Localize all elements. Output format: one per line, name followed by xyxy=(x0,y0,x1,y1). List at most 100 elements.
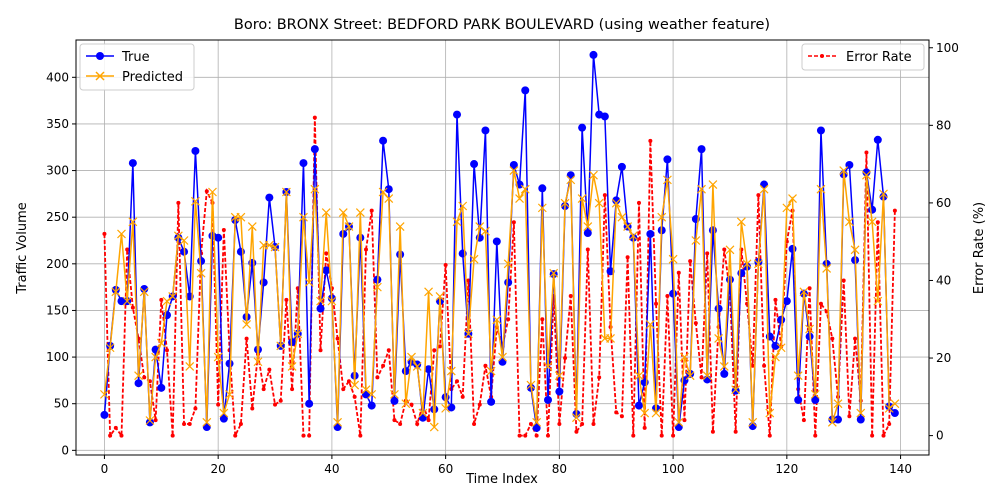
error-rate-point xyxy=(432,348,437,353)
error-rate-point xyxy=(164,348,169,353)
error-rate-point xyxy=(807,286,812,291)
error-rate-point xyxy=(108,433,113,438)
error-rate-point xyxy=(767,433,772,438)
true-point xyxy=(555,387,564,396)
true-point xyxy=(418,413,427,422)
predicted-point xyxy=(827,417,837,427)
y2-axis-label: Error Rate (%) xyxy=(972,202,987,294)
true-point xyxy=(731,386,740,395)
predicted-point xyxy=(156,338,166,348)
error-rate-point xyxy=(648,138,653,143)
error-rate-point xyxy=(585,247,590,252)
true-point xyxy=(834,415,843,424)
error-rate-point xyxy=(625,255,630,260)
y-tick-label: 50 xyxy=(54,397,69,411)
true-point xyxy=(583,229,592,238)
predicted-point xyxy=(583,222,593,231)
y2-tick-label: 80 xyxy=(936,118,951,132)
error-rate-point xyxy=(483,363,488,368)
true-point xyxy=(470,160,479,169)
predicted-point xyxy=(788,194,797,203)
true-point xyxy=(424,365,433,374)
error-rate-point xyxy=(557,421,562,426)
predicted-point xyxy=(776,343,786,353)
error-rate-point xyxy=(460,394,465,399)
error-rate-point xyxy=(466,278,471,283)
error-rate-point xyxy=(693,321,698,326)
predicted-point xyxy=(151,352,161,362)
error-rate-point xyxy=(750,363,755,368)
predicted-point xyxy=(543,361,553,371)
error-rate-point xyxy=(887,421,892,426)
y-tick-label: 100 xyxy=(46,350,69,364)
error-rate-point xyxy=(153,418,158,423)
error-rate-point xyxy=(341,387,346,392)
true-point xyxy=(669,289,678,298)
error-rate-point xyxy=(113,425,118,430)
error-rate-point xyxy=(398,421,403,426)
predicted-point xyxy=(247,222,257,231)
true-point xyxy=(765,332,774,341)
error-rate-point xyxy=(892,208,897,213)
true-point xyxy=(401,367,410,376)
predicted-point xyxy=(344,222,354,231)
predicted-point xyxy=(873,296,883,306)
x-tick-label: 0 xyxy=(101,462,109,476)
predicted-point xyxy=(640,408,650,418)
true-point xyxy=(100,410,109,419)
error-rate-point xyxy=(119,433,124,438)
predicted-point xyxy=(765,408,775,418)
predicted-point xyxy=(736,217,746,227)
predicted-point xyxy=(839,166,849,175)
true-point xyxy=(646,229,655,238)
y-tick-label: 0 xyxy=(61,443,69,457)
y-tick-label: 200 xyxy=(46,257,69,271)
predicted-point xyxy=(833,399,843,409)
predicted-point xyxy=(139,287,149,297)
predicted-point xyxy=(162,296,172,306)
predicted-point xyxy=(190,196,200,206)
legend-right: Error Rate xyxy=(801,43,925,71)
error-rate-point xyxy=(278,398,283,403)
error-rate-point xyxy=(426,418,431,423)
predicted-point xyxy=(281,187,291,197)
predicted-point xyxy=(128,217,138,227)
predicted-point xyxy=(503,259,513,269)
predicted-point xyxy=(452,217,462,227)
error-rate-point xyxy=(392,418,397,423)
predicted-point xyxy=(253,357,263,367)
error-rate-point xyxy=(705,251,710,256)
error-rate-point xyxy=(455,379,460,384)
predicted-point xyxy=(589,170,598,180)
predicted-point xyxy=(822,264,832,273)
true-point xyxy=(714,304,723,313)
error-rate-point xyxy=(602,193,607,198)
predicted-point xyxy=(844,217,854,227)
x-axis: 0 20 40 60 80 100 120 140 xyxy=(101,455,912,476)
error-rate-point xyxy=(818,301,823,306)
predicted-point xyxy=(850,245,860,255)
error-rate-point xyxy=(568,293,573,298)
error-rate-point xyxy=(386,348,391,353)
error-rate-point xyxy=(534,433,539,438)
predicted-point xyxy=(390,389,399,399)
predicted-point xyxy=(424,287,433,297)
predicted-point xyxy=(327,296,337,306)
predicted-point xyxy=(657,212,667,222)
error-rate-point xyxy=(665,293,670,298)
true-point xyxy=(384,185,393,194)
predicted-point xyxy=(532,417,542,427)
predicted-point xyxy=(753,259,763,269)
y-tick-label: 300 xyxy=(46,164,69,178)
predicted-point xyxy=(748,417,758,427)
predicted-point xyxy=(725,245,735,255)
predicted-point xyxy=(111,287,121,297)
y2-tick-label: 20 xyxy=(936,351,951,365)
predicted-point xyxy=(202,417,212,427)
y-axis-label: Traffic Volume xyxy=(15,202,30,295)
x-tick-label: 60 xyxy=(438,462,453,476)
predicted-point xyxy=(270,242,280,252)
true-point xyxy=(236,247,245,256)
predicted-point xyxy=(731,385,741,395)
predicted-point xyxy=(446,366,456,376)
